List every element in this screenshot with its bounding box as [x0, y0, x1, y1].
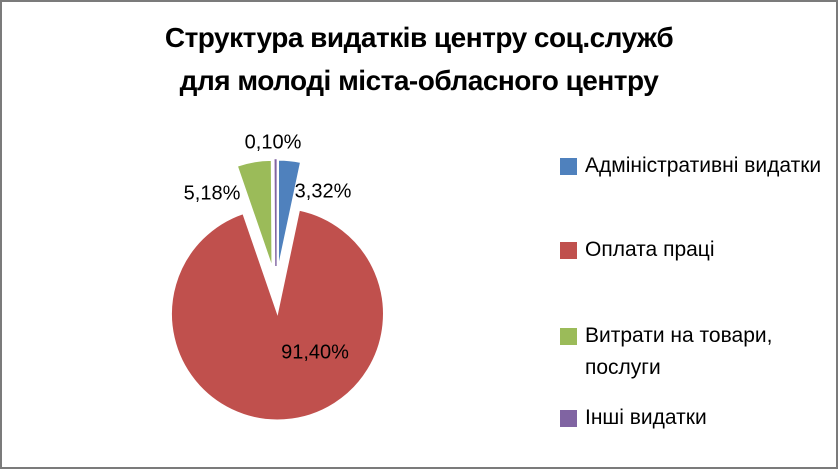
legend-label: Оплата праці	[585, 238, 715, 261]
chart-title: Структура видатків центру соц.служб для …	[164, 22, 674, 96]
pie-slice	[236, 159, 273, 267]
legend-swatch-icon	[560, 158, 577, 175]
legend-swatch-icon	[560, 410, 577, 427]
data-label: 3,32%	[294, 180, 352, 203]
legend-label: Адміністративні видатки	[585, 154, 822, 177]
pie-slice	[278, 159, 302, 267]
pie-slice	[171, 209, 384, 421]
legend-swatch-icon	[560, 328, 577, 345]
data-label: 0,10%	[244, 131, 302, 154]
legend-item: Адміністративні видатки	[547, 150, 835, 182]
legend: Адміністративні видатки Оплата праці Витра…	[547, 2, 835, 467]
data-label: 91,40%	[281, 341, 349, 364]
data-label: 5,18%	[183, 182, 241, 205]
legend-item: Витрати на товари, послуги	[547, 320, 835, 384]
legend-label: Витрати на товари, послуги	[585, 324, 773, 379]
pie-slice	[274, 159, 277, 267]
legend-label: Інші видатки	[585, 406, 707, 429]
legend-item: Оплата праці	[547, 234, 835, 266]
legend-item: Інші видатки	[547, 402, 835, 434]
legend-swatch-icon	[560, 242, 577, 259]
